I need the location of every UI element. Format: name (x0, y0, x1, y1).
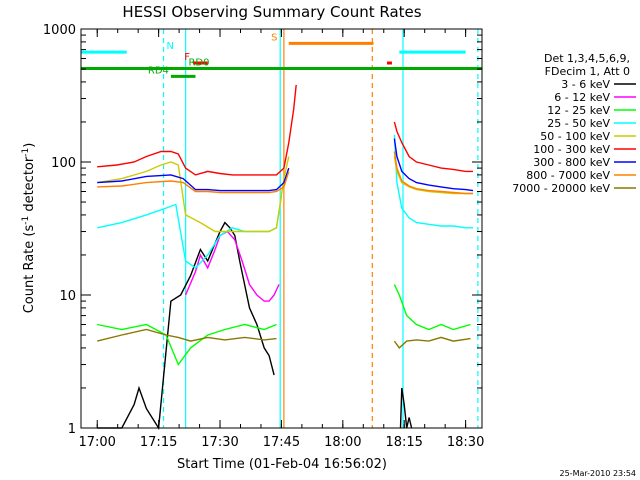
legend-label-7: 800 - 7000 keV (526, 169, 610, 182)
x-axis: 17:00 17:15 17:30 17:45 18:00 18:15 18:30 (78, 29, 484, 450)
legend-label-0: 3 - 6 keV (561, 78, 610, 91)
y-axis-label-main: Count Rate (s (22, 225, 37, 314)
post-gap-line-2 (393, 336, 471, 349)
x-tick-label-4: 18:00 (324, 435, 361, 450)
post-gap-line-0 (399, 387, 413, 429)
y-axis: 1 10 100 1000 (43, 23, 482, 437)
flag-label-f: F (184, 52, 190, 63)
x-axis-label: Start Time (01-Feb-04 16:56:02) (177, 457, 387, 472)
y-axis-label-end: ) (22, 143, 37, 148)
post-gap-line-3 (393, 134, 473, 229)
y-tick-label-0: 1 (68, 422, 76, 437)
x-tick-label-5: 18:15 (385, 435, 422, 450)
flag-label-rd4: RD4 (148, 65, 169, 76)
post-gap-line-6 (393, 138, 474, 192)
legend-header-0: Det 1,3,4,5,6,9, (544, 52, 630, 65)
flag-label-n: N (167, 41, 174, 52)
post-gap-line-1 (393, 284, 471, 331)
legend-label-5: 100 - 300 keV (533, 143, 610, 156)
y-axis-label-sup2: -1 (21, 148, 31, 157)
legend-label-2: 12 - 25 keV (547, 104, 610, 117)
timestamp-label: 25-Mar-2010 23:54 (560, 469, 637, 478)
x-tick-label-1: 17:15 (140, 435, 177, 450)
legend-label-6: 300 - 800 keV (533, 156, 610, 169)
y-tick-label-3: 1000 (43, 23, 76, 38)
y-axis-label: Count Rate (s-1 detector-1) (21, 143, 37, 314)
y-tick-label-1: 10 (59, 289, 76, 304)
y-axis-label-mid: detector (22, 156, 37, 216)
post-gap-line-7 (393, 121, 473, 173)
flag-label-rd0: RD0 (188, 57, 209, 68)
x-tick-label-3: 17:45 (263, 435, 300, 450)
legend: Det 1,3,4,5,6,9,FDecim 1, Att 03 - 6 keV… (512, 52, 636, 195)
series-line-8 (97, 328, 277, 342)
series-line-2 (97, 323, 277, 366)
legend-label-3: 25 - 50 keV (547, 117, 610, 130)
flag-label-s: S (271, 32, 277, 43)
series-line-6 (97, 167, 290, 192)
series-line-5 (97, 84, 297, 176)
y-tick-label-2: 100 (51, 156, 76, 171)
series-line-4 (97, 156, 290, 233)
x-tick-label-6: 18:30 (447, 435, 484, 450)
x-tick-label-0: 17:00 (78, 435, 115, 450)
x-tick-label-2: 17:30 (201, 435, 238, 450)
post-gap-line-5 (393, 151, 473, 195)
legend-header-1: FDecim 1, Att 0 (545, 65, 630, 78)
plot-frame (80, 28, 483, 429)
legend-label-4: 50 - 100 keV (540, 130, 610, 143)
legend-label-1: 6 - 12 keV (554, 91, 610, 104)
series-line-7 (97, 171, 290, 194)
legend-label-8: 7000 - 20000 keV (512, 182, 610, 195)
y-axis-label-sup1: -1 (21, 216, 31, 225)
chart-title: HESSI Observing Summary Count Rates (122, 3, 421, 21)
series-line-1 (184, 230, 280, 302)
